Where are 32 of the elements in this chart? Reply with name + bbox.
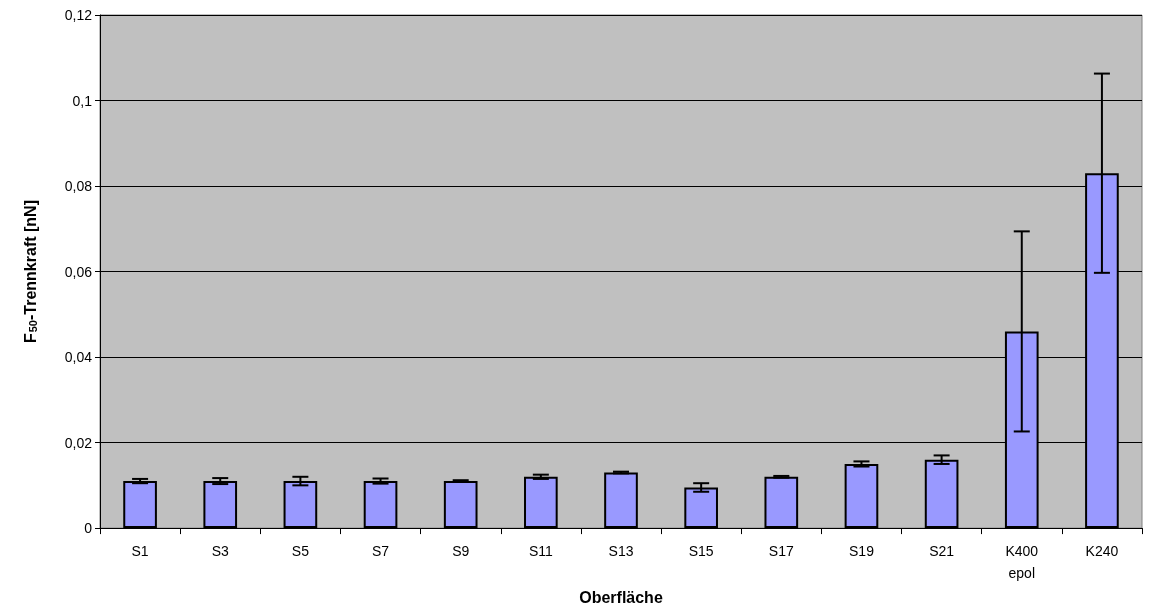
x-tick-label: S1: [131, 543, 149, 560]
y-tick-label: 0,08: [64, 178, 93, 195]
y-tick-label: 0: [84, 520, 93, 537]
bar: [604, 472, 638, 529]
x-tick-label: S17: [768, 543, 794, 560]
x-axis-title: Oberfläche: [579, 588, 663, 606]
x-tick-label: S9: [452, 543, 470, 560]
bar: [203, 481, 238, 529]
bar: [123, 481, 157, 529]
x-tick-label: K400 epol: [1005, 543, 1039, 582]
y-tick-label: 0,04: [64, 349, 93, 366]
bar: [283, 481, 318, 529]
x-tick-label: S11: [528, 543, 553, 560]
bar: [684, 487, 718, 529]
bar: [363, 481, 398, 529]
x-tick-label: S13: [608, 543, 634, 560]
bar: [764, 476, 799, 529]
bar: [524, 476, 558, 529]
x-tick-label: S7: [371, 543, 390, 560]
x-tick-label: S19: [849, 543, 875, 560]
x-tick-label: S21: [929, 543, 955, 560]
y-tick-label: 0,1: [72, 92, 93, 109]
bar: [844, 463, 879, 529]
bar: [924, 459, 959, 529]
bar: [443, 481, 478, 529]
y-tick-label: 0,02: [64, 434, 93, 451]
x-tick-label: S3: [211, 543, 230, 560]
x-tick-label: K240: [1085, 543, 1119, 560]
y-tick-label: 0,06: [64, 263, 93, 280]
x-tick-label: S5: [291, 543, 310, 560]
x-tick-label: S15: [688, 543, 714, 560]
y-tick-label: 0,12: [64, 7, 93, 23]
